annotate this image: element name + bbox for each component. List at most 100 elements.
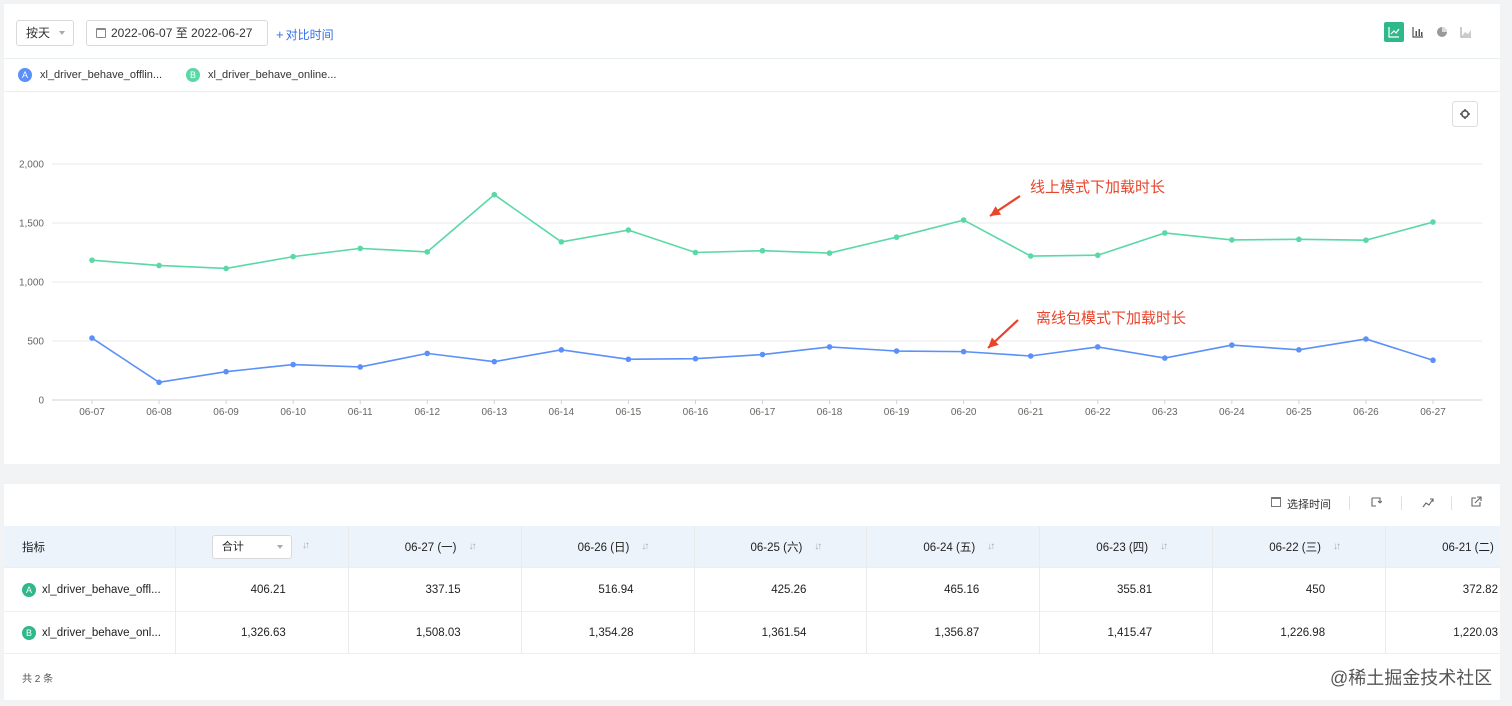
y-tick-label: 2,000 xyxy=(19,160,44,171)
header-date-label: 06-23 (四) xyxy=(1096,541,1149,554)
line-chart: 0 500 1,000 1,500 2,000 06-07 06-08 06-09 06-10… xyxy=(19,160,1482,418)
legend-item-b[interactable]: B xl_driver_behave_online... xyxy=(186,68,336,82)
x-tick-label: 06-09 xyxy=(213,407,239,418)
legend-label-b: xl_driver_behave_online... xyxy=(208,69,337,81)
area-chart-icon[interactable] xyxy=(1456,22,1476,42)
sort-icon[interactable]: ↓↑ xyxy=(987,541,995,552)
row-value: 1,508.03 xyxy=(349,612,522,653)
export-icon[interactable] xyxy=(1470,496,1482,508)
divider xyxy=(1349,496,1350,510)
x-tick-label: 06-19 xyxy=(884,407,910,418)
chart-panel: 按天 2022-06-07 至 2022-06-27 + 对比时间 xyxy=(4,4,1500,464)
data-point xyxy=(1296,347,1302,353)
legend-badge-a: A xyxy=(18,68,32,82)
date-range-label: 2022-06-07 至 2022-06-27 xyxy=(111,26,253,40)
calendar-icon xyxy=(1271,497,1281,507)
compare-time-button[interactable]: + 对比时间 xyxy=(276,26,334,43)
x-tick-label: 06-13 xyxy=(482,407,508,418)
row-value: 372.82 xyxy=(1462,583,1498,596)
bar-chart-icon[interactable] xyxy=(1408,22,1428,42)
chart-type-switcher xyxy=(1384,22,1476,42)
data-point xyxy=(692,249,699,256)
watermark: @稀土掘金技术社区 xyxy=(1330,668,1493,688)
row-value: 337.15 xyxy=(349,568,522,611)
x-tick-label: 06-27 xyxy=(1420,407,1446,418)
sum-select[interactable]: 合计 xyxy=(211,535,292,559)
header-date-1[interactable]: 06-26 (日) ↓↑ xyxy=(522,526,695,567)
data-point xyxy=(89,257,95,263)
data-point xyxy=(156,262,162,269)
chart-settings-button[interactable] xyxy=(1452,101,1478,127)
data-point xyxy=(826,344,833,350)
data-table-panel: 选择时间 指标 合计 ↓↑ 06-27 (一) ↓↑ 06-26 (日) ↓↑ 06… xyxy=(4,484,1500,700)
gear-icon xyxy=(1460,109,1470,119)
chevron-down-icon xyxy=(59,31,65,35)
sort-icon[interactable]: ↓↑ xyxy=(468,541,477,552)
y-tick-label: 1,000 xyxy=(19,278,44,289)
line-chart-icon[interactable] xyxy=(1384,22,1404,42)
row-value: 1,361.54 xyxy=(695,612,868,653)
header-metric-label: 指标 xyxy=(22,541,45,554)
legend: A xl_driver_behave_offlin... B xl_driver… xyxy=(4,58,1500,92)
row-count: 共 2 条 xyxy=(22,674,54,685)
data-point xyxy=(491,191,498,198)
x-tick-label: 06-18 xyxy=(817,407,843,418)
row-value: 355.81 xyxy=(1040,568,1214,611)
divider xyxy=(1401,496,1402,510)
data-point xyxy=(290,361,296,368)
data-point xyxy=(558,239,565,245)
y-tick-label: 500 xyxy=(27,337,44,348)
x-tick-label: 06-10 xyxy=(280,407,306,418)
data-point xyxy=(1229,342,1235,348)
sort-icon[interactable]: ↓↑ xyxy=(1332,541,1341,552)
plus-icon: + xyxy=(276,27,284,42)
data-point xyxy=(1296,236,1302,243)
x-tick-label: 06-24 xyxy=(1219,407,1245,418)
divider xyxy=(1451,496,1452,510)
data-point xyxy=(290,253,296,260)
sort-icon[interactable]: ↓↑ xyxy=(301,540,310,551)
x-tick-label: 06-12 xyxy=(414,407,440,418)
header-date-4[interactable]: 06-23 (四) ↓↑ xyxy=(1040,526,1214,567)
header-date-0[interactable]: 06-27 (一) ↓↑ xyxy=(349,526,522,567)
x-tick-label: 06-14 xyxy=(549,407,575,418)
data-point xyxy=(1027,353,1034,359)
row-value: 1,220.03 xyxy=(1453,626,1498,639)
x-tick-label: 06-08 xyxy=(146,407,172,418)
row-value: 516.94 xyxy=(522,568,695,611)
sort-icon[interactable]: ↓↑ xyxy=(814,541,822,552)
data-point xyxy=(1162,355,1168,361)
header-date-2[interactable]: 06-25 (六) ↓↑ xyxy=(695,526,868,567)
header-date-6[interactable]: 06-21 (二) xyxy=(1386,526,1500,567)
transpose-icon[interactable] xyxy=(1370,496,1382,508)
x-tick-label: 06-20 xyxy=(951,407,977,418)
row-value: 1,356.87 xyxy=(867,612,1041,653)
row-name: xl_driver_behave_offl... xyxy=(42,583,161,596)
data-point xyxy=(357,364,364,370)
data-point xyxy=(1094,252,1101,259)
date-range-picker[interactable]: 2022-06-07 至 2022-06-27 xyxy=(86,20,268,46)
granularity-select[interactable]: 按天 xyxy=(16,20,74,46)
table-toolbar: 选择时间 xyxy=(4,484,1500,526)
data-point xyxy=(1363,237,1369,243)
pie-chart-icon[interactable] xyxy=(1432,22,1452,42)
x-tick-label: 06-23 xyxy=(1152,407,1178,418)
row-value: 1,226.98 xyxy=(1213,612,1387,653)
compare-time-label: 对比时间 xyxy=(285,28,334,42)
pick-time-button[interactable]: 选择时间 xyxy=(1271,496,1331,512)
data-point xyxy=(759,247,766,254)
data-point xyxy=(424,350,431,357)
granularity-label: 按天 xyxy=(26,26,51,40)
sort-icon[interactable]: ↓↑ xyxy=(1160,541,1168,552)
chevron-down-icon xyxy=(276,545,283,549)
data-point xyxy=(1363,336,1369,342)
row-total: 406.21 xyxy=(176,568,349,611)
header-date-3[interactable]: 06-24 (五) ↓↑ xyxy=(867,526,1041,567)
x-tick-label: 06-16 xyxy=(683,407,709,418)
annotation-arrow-head xyxy=(988,337,999,348)
header-date-5[interactable]: 06-22 (三) ↓↑ xyxy=(1213,526,1387,567)
sort-icon[interactable]: ↓↑ xyxy=(641,541,649,552)
header-date-label: 06-26 (日) xyxy=(577,541,630,554)
trend-icon[interactable] xyxy=(1422,496,1434,508)
legend-item-a[interactable]: A xl_driver_behave_offlin... xyxy=(18,68,162,82)
